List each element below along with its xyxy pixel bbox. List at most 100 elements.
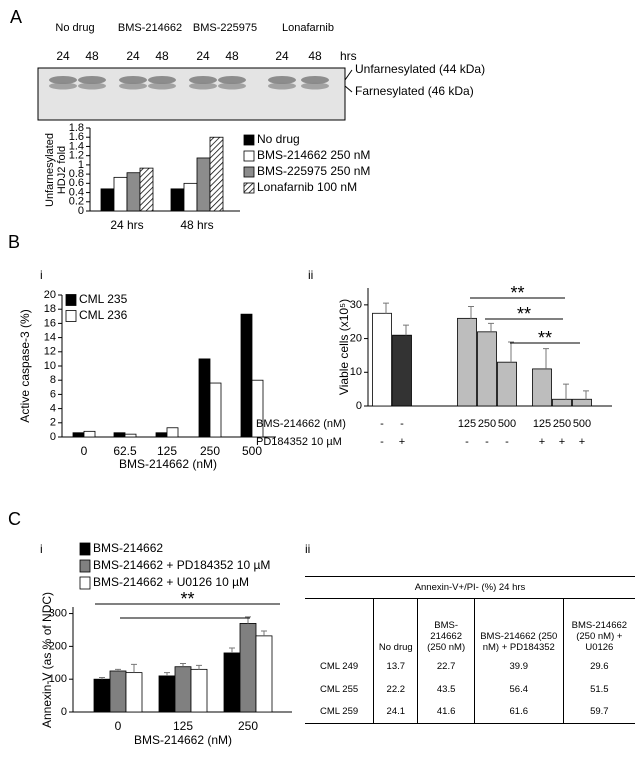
x-row-value: +	[559, 436, 565, 448]
y-tick-label: 300	[49, 607, 67, 619]
legend-label: No drug	[257, 132, 300, 146]
band	[268, 76, 296, 84]
x-tick-label: 500	[242, 444, 262, 458]
condition-label: No drug	[55, 22, 94, 34]
band-pointer	[344, 69, 353, 81]
x-tick-label: 250	[200, 444, 220, 458]
y-axis-label: Unfarnesylated	[44, 133, 56, 207]
x-row-value: -	[465, 436, 469, 448]
table-cell: 43.5	[417, 677, 475, 701]
bar	[497, 361, 517, 407]
y-tick-label: 200	[49, 640, 67, 652]
y-tick-label: 0.6	[69, 177, 84, 189]
y-tick-label: 10	[350, 366, 362, 378]
x-row-value: +	[399, 436, 405, 448]
condition-label: BMS-225975	[193, 22, 257, 34]
bar	[139, 167, 154, 212]
blot-frame	[37, 67, 346, 121]
bar	[251, 379, 264, 438]
error-bar	[261, 630, 267, 636]
error-bar	[468, 306, 474, 319]
table-wrap: Annexin-V+/PI- (%) 24 hrs No drug BMS-214…	[305, 576, 635, 724]
table-title: Annexin-V+/PI- (%) 24 hrs	[305, 576, 635, 599]
x-tick-label: 48 hrs	[180, 218, 213, 232]
table-cell: 59.7	[562, 700, 635, 724]
legend-swatch	[79, 559, 91, 573]
x-row-value: 250	[553, 418, 571, 430]
significance-label: **	[180, 589, 194, 609]
bar	[170, 188, 185, 212]
legend-swatch	[79, 576, 91, 590]
panel-label: A	[10, 7, 22, 27]
y-tick-label: 0	[356, 400, 362, 412]
y-tick-label: 2	[50, 417, 56, 429]
error-bar	[488, 322, 494, 332]
error-bar	[229, 647, 235, 653]
x-row-value: -	[505, 436, 509, 448]
x-tick-label: 24 hrs	[110, 218, 143, 232]
x-axis-label: BMS-214662 (nM)	[119, 457, 217, 471]
sub-label: ii	[308, 268, 313, 282]
band-label: Farnesylated (46 kDa)	[355, 84, 474, 98]
bar	[124, 433, 137, 438]
time-unit: hrs	[340, 49, 357, 63]
condition-label: Lonafarnib	[282, 22, 334, 34]
legend-swatch	[79, 542, 91, 556]
y-tick-label: 20	[350, 332, 362, 344]
x-tick-label: 250	[238, 719, 258, 733]
x-tick-label: 62.5	[113, 444, 137, 458]
significance-label: **	[538, 328, 552, 348]
bar	[532, 368, 552, 407]
sub-label: i	[40, 268, 43, 282]
x-row-value: 250	[478, 418, 496, 430]
bar	[240, 313, 253, 438]
band	[78, 82, 106, 90]
bar	[155, 432, 168, 438]
y-tick-label: 100	[49, 673, 67, 685]
error-bar	[196, 664, 202, 670]
row-label: CML 255	[319, 683, 359, 695]
x-row-value: 125	[533, 418, 551, 430]
bar	[83, 430, 96, 438]
bar	[100, 188, 115, 212]
error-bar	[164, 672, 170, 676]
legend-swatch	[243, 166, 255, 178]
x-row-value: -	[380, 418, 384, 430]
error-bar	[583, 390, 589, 400]
sub-label: ii	[305, 542, 310, 556]
row-label: CML 259	[305, 700, 374, 724]
bar	[209, 382, 222, 438]
band	[49, 82, 77, 90]
bar	[183, 182, 198, 212]
time-label: 48	[225, 49, 239, 63]
y-tick-label: 0.8	[69, 168, 84, 180]
x-row-label: BMS-214662 (nM)	[256, 418, 346, 430]
bar	[158, 675, 176, 713]
x-tick-label: 0	[81, 444, 88, 458]
band	[148, 82, 176, 90]
bar	[93, 678, 111, 713]
y-tick-label: 0.4	[69, 186, 84, 198]
y-tick-label: 20	[44, 289, 56, 301]
x-tick-label: 125	[157, 444, 177, 458]
bar	[174, 666, 192, 713]
bar	[372, 312, 392, 407]
table: Annexin-V+/PI- (%) 24 hrs No drug BMS-214…	[305, 576, 635, 724]
bar	[255, 635, 273, 713]
table-cell: 29.6	[562, 654, 635, 678]
x-row-value: 500	[573, 418, 591, 430]
table-cell: 39.9	[473, 654, 564, 678]
table-cell: 13.7	[373, 654, 418, 678]
x-row-value: 500	[498, 418, 516, 430]
row-label: CML 249	[319, 660, 359, 672]
band	[119, 82, 147, 90]
band-pointer	[344, 85, 353, 93]
bar	[239, 623, 257, 713]
legend-swatch	[65, 310, 77, 322]
y-axis-label: Active caspase-3 (%)	[18, 309, 32, 422]
bar	[125, 672, 143, 713]
table-cell: 51.5	[562, 677, 635, 701]
y-axis-label: Viable cells (x10⁵)	[337, 299, 351, 395]
column-header: BMS-214662 (250 nM) + U0126	[562, 598, 635, 655]
bar	[572, 398, 592, 407]
